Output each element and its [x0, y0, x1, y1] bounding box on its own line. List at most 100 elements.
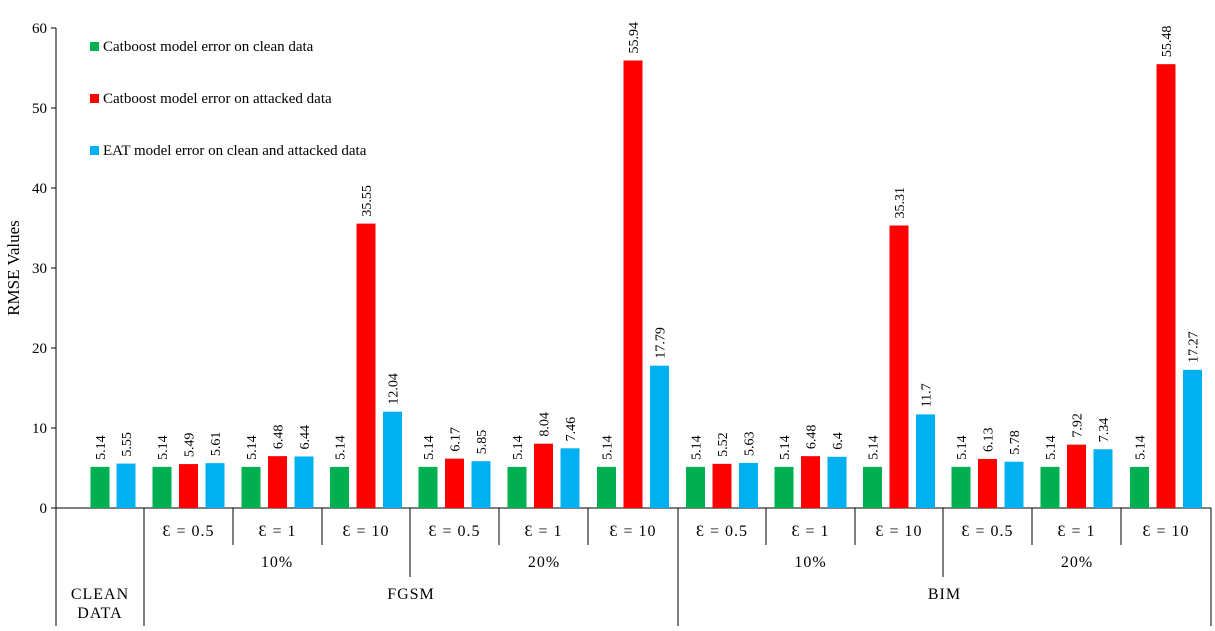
percent-label: 20% — [1061, 554, 1093, 571]
epsilon-label: Ɛ = 1 — [791, 523, 829, 540]
bar — [356, 223, 376, 508]
legend-label: Catboost model error on clean data — [103, 39, 314, 55]
bar — [951, 466, 971, 508]
data-label: 5.85 — [475, 430, 490, 455]
bar — [1093, 449, 1113, 508]
data-label: 35.55 — [360, 185, 375, 217]
data-label: 5.14 — [867, 435, 882, 460]
data-label: 5.14 — [94, 435, 109, 460]
data-label: 6.13 — [982, 427, 997, 452]
bar — [1067, 444, 1086, 508]
bar — [863, 466, 882, 508]
data-labels: 5.14 5.55 5.14 5.49 5.61 5.14 6.48 6.44 5.14 35.5… — [94, 22, 1202, 460]
epsilon-label: Ɛ = 10 — [875, 523, 922, 540]
data-label: 11.7 — [920, 383, 935, 407]
bar — [383, 411, 402, 508]
bar — [471, 461, 491, 508]
epsilon-label: Ɛ = 0.5 — [961, 523, 1013, 540]
bar — [1040, 466, 1060, 508]
data-label: 5.14 — [1044, 435, 1059, 460]
legend-swatch — [90, 42, 99, 51]
clean-data-label: DATA — [77, 605, 122, 622]
y-tick-label: 60 — [32, 21, 47, 37]
y-tick-label: 0 — [40, 501, 48, 517]
clean-data-label: CLEAN — [71, 586, 129, 603]
y-tick-label: 40 — [32, 181, 47, 197]
bar — [205, 463, 225, 508]
bar — [116, 463, 136, 508]
bar — [330, 466, 349, 508]
category-axis: Ɛ = 0.5 Ɛ = 1 Ɛ = 10 Ɛ = 0.5 Ɛ = 1 Ɛ = 10 Ɛ = … — [55, 508, 1212, 626]
bar — [268, 456, 287, 508]
bar — [1183, 369, 1202, 508]
data-label: 17.79 — [654, 327, 669, 359]
epsilon-label: Ɛ = 1 — [1057, 523, 1095, 540]
bars — [90, 60, 1202, 508]
epsilon-label: Ɛ = 0.5 — [696, 523, 748, 540]
bar — [978, 458, 997, 508]
data-label: 5.14 — [690, 435, 705, 460]
data-label: 5.14 — [422, 435, 437, 460]
epsilon-label: Ɛ = 10 — [1142, 523, 1189, 540]
bar — [560, 448, 580, 508]
data-label: 12.04 — [387, 373, 402, 405]
legend-swatch — [90, 146, 99, 155]
bar — [889, 225, 909, 508]
bar — [686, 466, 705, 508]
data-label: 5.78 — [1008, 430, 1023, 455]
data-label: 5.52 — [716, 432, 731, 457]
bar — [801, 456, 820, 508]
y-tick-label: 30 — [32, 261, 47, 277]
data-label: 6.17 — [449, 427, 464, 452]
epsilon-label: Ɛ = 0.5 — [162, 523, 214, 540]
data-label: 55.94 — [627, 22, 642, 54]
data-label: 7.34 — [1097, 418, 1112, 443]
bar — [916, 414, 935, 508]
data-label: 35.31 — [893, 187, 908, 219]
data-label: 7.46 — [564, 417, 579, 442]
percent-label: 10% — [261, 554, 293, 571]
bar — [90, 466, 110, 508]
bar — [712, 463, 732, 508]
legend-swatch — [90, 94, 99, 103]
data-label: 5.14 — [334, 435, 349, 460]
data-label: 5.14 — [156, 435, 171, 460]
bar — [774, 466, 794, 508]
legend-label: EAT model error on clean and attacked da… — [103, 143, 367, 159]
data-label: 8.04 — [538, 412, 553, 437]
data-label: 17.27 — [1187, 331, 1202, 363]
y-tick-label: 20 — [32, 341, 47, 357]
epsilon-label: Ɛ = 1 — [258, 523, 296, 540]
data-label: 5.14 — [1134, 435, 1149, 460]
data-label: 55.48 — [1160, 26, 1175, 58]
data-label: 5.14 — [955, 435, 970, 460]
data-label: 5.63 — [743, 431, 758, 456]
bar — [1130, 466, 1149, 508]
data-label: 6.4 — [831, 432, 846, 450]
data-label: 5.55 — [120, 432, 135, 457]
bar — [739, 462, 758, 508]
bar — [294, 456, 314, 508]
epsilon-label: Ɛ = 1 — [524, 523, 562, 540]
data-label: 5.49 — [183, 433, 198, 458]
bar — [1156, 64, 1176, 508]
bar — [445, 458, 464, 508]
data-label: 5.61 — [209, 432, 224, 457]
bar — [534, 443, 553, 508]
bar — [507, 466, 527, 508]
attack-label: FGSM — [387, 586, 435, 603]
data-label: 6.48 — [805, 425, 820, 450]
bar — [650, 365, 669, 508]
epsilon-label: Ɛ = 10 — [609, 523, 656, 540]
percent-label: 20% — [528, 554, 560, 571]
data-label: 5.14 — [511, 435, 526, 460]
y-axis-title: RMSE Values — [4, 220, 23, 316]
data-label: 6.44 — [298, 425, 313, 450]
data-label: 5.14 — [601, 435, 616, 460]
bar — [241, 466, 261, 508]
y-tick-label: 50 — [32, 101, 47, 117]
data-label: 7.92 — [1071, 413, 1086, 438]
legend: Catboost model error on clean data Catboo… — [90, 39, 367, 159]
